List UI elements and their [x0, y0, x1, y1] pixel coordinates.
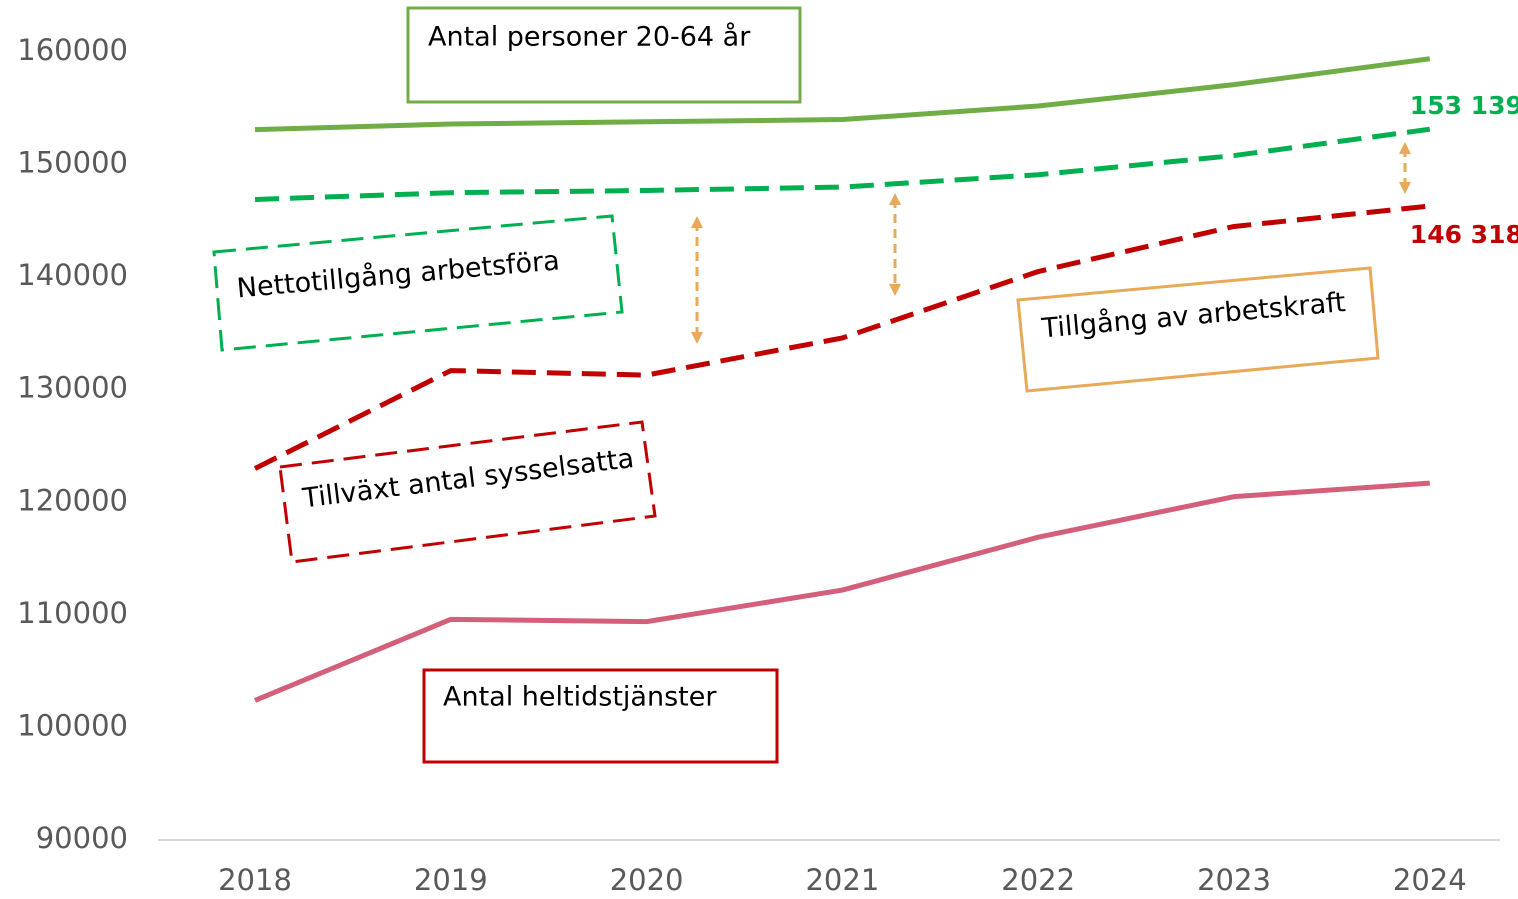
y-tick-label: 160000: [17, 33, 128, 67]
x-tick-label: 2022: [1001, 863, 1075, 897]
data-label: 153 139: [1410, 91, 1518, 120]
series-line: [254, 126, 1431, 202]
x-tick-label: 2023: [1197, 863, 1271, 897]
box: [406, 6, 802, 104]
annotation: Nettotillgång arbetsföra: [236, 245, 561, 304]
y-tick-label: 120000: [17, 483, 128, 517]
y-tick-label: 140000: [17, 258, 128, 292]
annotation: Tillgång av arbetskraft: [1040, 287, 1347, 345]
x-tick-label: 2018: [218, 863, 292, 897]
box: [278, 420, 657, 564]
x-tick-label: 2021: [805, 863, 879, 897]
x-tick-label: 2019: [414, 863, 488, 897]
series-line: [253, 203, 1431, 471]
annotation: Antal heltidstjänster: [443, 682, 717, 713]
series-line: [254, 56, 1431, 133]
annotation: Tillväxt antal sysselsatta: [300, 443, 636, 515]
y-tick-label: 150000: [17, 146, 128, 180]
data-label: 146 318: [1410, 220, 1518, 249]
x-tick-label: 2024: [1393, 863, 1467, 897]
series-line: [254, 480, 1430, 703]
y-tick-label: 100000: [17, 708, 128, 742]
box: [1016, 266, 1380, 393]
box: [212, 214, 624, 352]
annotation: Antal personer 20-64 år: [428, 22, 751, 53]
box: [422, 668, 779, 764]
x-tick-label: 2020: [610, 863, 684, 897]
y-tick-label: 110000: [17, 596, 128, 630]
y-tick-label: 130000: [17, 371, 128, 405]
gap-arrows: [691, 142, 1411, 344]
y-tick-label: 90000: [36, 821, 128, 855]
